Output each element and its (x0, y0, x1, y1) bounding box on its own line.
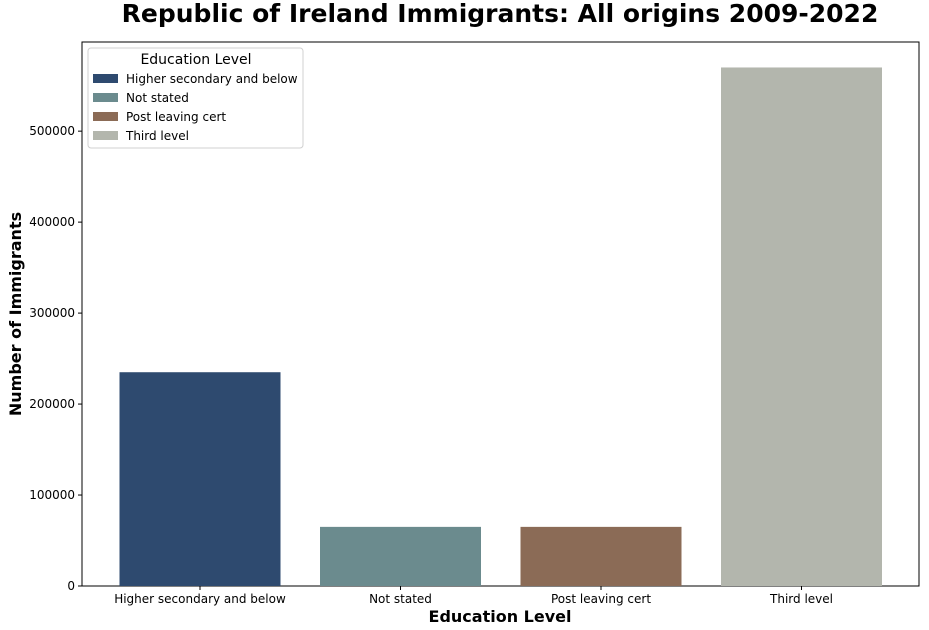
legend-label: Post leaving cert (126, 110, 226, 124)
legend: Education Level Higher secondary and bel… (87, 47, 304, 149)
legend-items: Higher secondary and below Not stated Post… (93, 72, 298, 143)
plot-frame (81, 41, 920, 587)
x-tick-label: Higher secondary and below (114, 592, 286, 606)
legend-swatch (93, 131, 118, 140)
x-axis-ticks: Higher secondary and below Not stated Post… (114, 586, 833, 606)
chart-title: Republic of Ireland Immigrants: All orig… (122, 0, 879, 28)
legend-label: Third level (125, 129, 189, 143)
x-tick-label: Post leaving cert (551, 592, 651, 606)
bars-group (119, 67, 882, 587)
legend-label: Not stated (126, 91, 189, 105)
legend-label: Higher secondary and below (126, 72, 298, 86)
legend-swatch (93, 112, 118, 121)
y-tick-label: 300000 (29, 306, 75, 320)
y-axis-label: Number of Immigrants (6, 212, 25, 416)
x-tick-label: Not stated (369, 592, 432, 606)
y-tick-label: 500000 (29, 124, 75, 138)
y-tick-label: 0 (67, 579, 75, 593)
bar (320, 526, 481, 586)
bar (520, 526, 682, 586)
legend-swatch (93, 74, 118, 83)
legend-title: Education Level (140, 52, 251, 68)
bar (119, 372, 281, 586)
y-tick-label: 400000 (29, 215, 75, 229)
legend-box (87, 47, 304, 149)
x-tick-label: Third level (769, 592, 833, 606)
y-tick-label: 200000 (29, 397, 75, 411)
legend-swatch (93, 93, 118, 102)
bar (721, 67, 882, 587)
y-axis-ticks: 0 100000 200000 300000 400000 500000 (29, 124, 82, 593)
x-axis-label: Education Level (429, 607, 572, 626)
y-tick-label: 100000 (29, 488, 75, 502)
